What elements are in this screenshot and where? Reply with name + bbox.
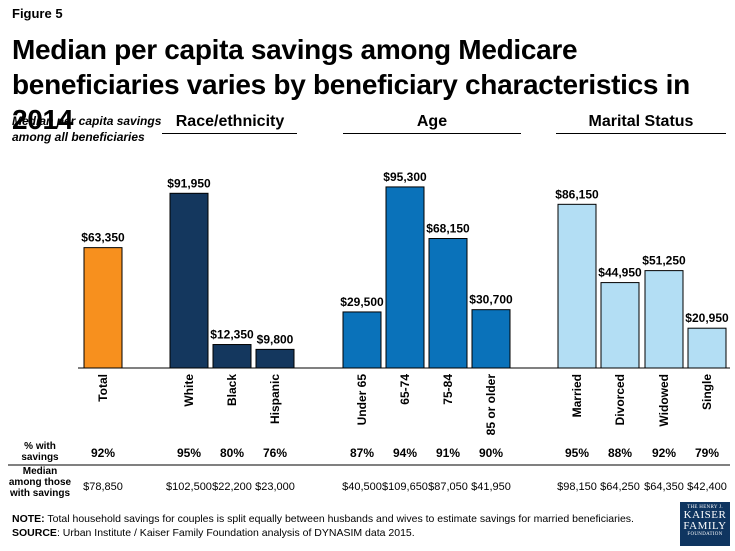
x-tick-divorced: Divorced — [613, 374, 627, 425]
footnote-source: SOURCE: Urban Institute / Kaiser Family … — [12, 526, 672, 540]
pct-with-savings-white: 95% — [177, 446, 201, 460]
data-label-hispanic: $9,800 — [257, 332, 294, 346]
median-among-savers-single: $42,400 — [687, 481, 727, 493]
bar-married — [557, 203, 597, 369]
group-title-marital: Marital Status — [588, 113, 694, 130]
note-label: NOTE: — [12, 513, 45, 525]
x-tick-75-84: 75-84 — [441, 374, 455, 405]
group-underline-age — [343, 133, 521, 134]
pct-with-savings-single: 79% — [695, 446, 719, 460]
data-label-65-74: $95,300 — [383, 170, 427, 184]
group-title-age: Age — [416, 113, 448, 130]
bar-85-or-older — [471, 309, 511, 369]
group-underline-marital — [556, 133, 726, 134]
median-among-savers-65-74: $109,650 — [382, 481, 428, 493]
bar-65-74 — [385, 186, 425, 369]
median-among-savers-85-or-older: $41,950 — [471, 481, 511, 493]
bar-75-84 — [428, 238, 468, 369]
pct-with-savings-married: 95% — [565, 446, 589, 460]
median-among-savers-white: $102,500 — [166, 481, 212, 493]
x-tick-total: Total — [96, 374, 110, 402]
median-among-savers-widowed: $64,350 — [644, 481, 684, 493]
pct-with-savings-65-74: 94% — [393, 446, 417, 460]
bar-white — [169, 192, 209, 369]
pct-with-savings-75-84: 91% — [436, 446, 460, 460]
pct-with-savings-widowed: 92% — [652, 446, 676, 460]
group-underline-race — [162, 133, 297, 134]
pct-with-savings-85-or-older: 90% — [479, 446, 503, 460]
bar-total — [83, 247, 123, 369]
note-text: Total household savings for couples is s… — [47, 513, 634, 525]
x-tick-85-or-older: 85 or older — [484, 374, 498, 436]
kff-logo: THE HENRY J. KAISER FAMILY FOUNDATION — [680, 502, 730, 546]
median-among-savers-married: $98,150 — [557, 481, 597, 493]
x-tick-black: Black — [225, 374, 239, 406]
row-header-pct-with-savings: % with savings — [21, 441, 59, 463]
bar-under-65 — [342, 311, 382, 369]
data-label-under-65: $29,500 — [340, 295, 384, 309]
chart-title: Median per capita savings among Medicare… — [12, 34, 690, 135]
bar-hispanic — [255, 348, 295, 369]
data-label-divorced: $44,950 — [598, 266, 642, 280]
data-label-married: $86,150 — [555, 187, 599, 201]
data-label-white: $91,950 — [167, 176, 211, 190]
median-among-savers-total: $78,850 — [83, 481, 123, 493]
pct-with-savings-black: 80% — [220, 446, 244, 460]
row-header-median-among-savers: Median among those with savings — [8, 466, 72, 499]
x-tick-hispanic: Hispanic — [268, 374, 282, 424]
pct-with-savings-hispanic: 76% — [263, 446, 287, 460]
bar-black — [212, 344, 252, 369]
median-among-savers-black: $22,200 — [212, 481, 252, 493]
data-label-widowed: $51,250 — [642, 254, 686, 268]
data-label-black: $12,350 — [210, 328, 254, 342]
figure-label: Figure 5 — [12, 6, 63, 21]
median-among-savers-under-65: $40,500 — [342, 481, 382, 493]
data-label-total: $63,350 — [81, 231, 125, 245]
y-axis-label: Median per capita savings among all bene… — [12, 114, 162, 144]
median-among-savers-75-84: $87,050 — [428, 481, 468, 493]
pct-with-savings-under-65: 87% — [350, 446, 374, 460]
data-label-85-or-older: $30,700 — [469, 293, 513, 307]
pct-with-savings-divorced: 88% — [608, 446, 632, 460]
bar-single — [687, 327, 727, 369]
x-tick-under-65: Under 65 — [355, 374, 369, 426]
source-text: : Urban Institute / Kaiser Family Founda… — [56, 527, 415, 539]
pct-with-savings-total: 92% — [91, 446, 115, 460]
data-label-75-84: $68,150 — [426, 222, 470, 236]
x-tick-single: Single — [700, 374, 714, 410]
x-tick-65-74: 65-74 — [398, 374, 412, 405]
x-tick-widowed: Widowed — [657, 374, 671, 427]
median-among-savers-divorced: $64,250 — [600, 481, 640, 493]
data-label-single: $20,950 — [685, 311, 729, 325]
median-among-savers-hispanic: $23,000 — [255, 481, 295, 493]
source-label: SOURCE — [12, 527, 57, 539]
x-tick-married: Married — [570, 374, 584, 417]
bar-widowed — [644, 270, 684, 369]
footnote-note: NOTE: Total household savings for couple… — [12, 512, 672, 526]
x-tick-white: White — [182, 374, 196, 407]
bar-divorced — [600, 282, 640, 369]
group-title-race: Race/ethnicity — [175, 113, 285, 130]
